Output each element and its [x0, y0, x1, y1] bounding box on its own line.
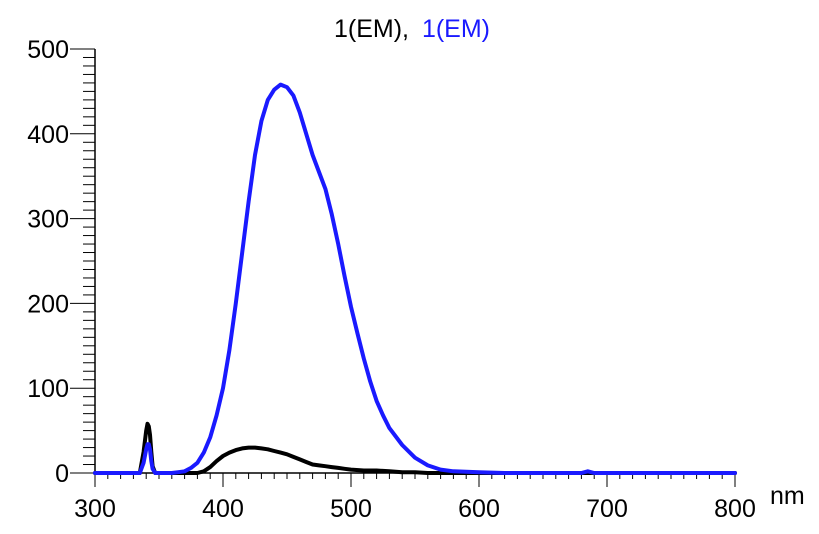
y-tick-label: 300	[27, 206, 69, 234]
x-tick-label: 600	[458, 495, 500, 523]
y-tick-label: 100	[27, 375, 69, 403]
x-axis-label: nm	[770, 482, 805, 510]
x-tick-label: 700	[586, 495, 628, 523]
y-tick-label: 0	[55, 460, 69, 488]
chart-title: 1(EM), 1(EM)	[334, 15, 490, 43]
x-axis: 300 400 500 600 700 800	[74, 473, 756, 523]
series-line-2	[95, 85, 735, 473]
chart-title-part-1: 1(EM),	[334, 15, 409, 43]
y-tick-label: 500	[27, 36, 69, 64]
y-tick-label: 400	[27, 121, 69, 149]
y-tick-label: 200	[27, 290, 69, 318]
x-tick-label: 800	[714, 495, 756, 523]
series-layer	[95, 85, 735, 473]
y-axis: 0 100 200 300 400 500	[27, 36, 95, 488]
x-tick-label: 400	[202, 495, 244, 523]
chart-title-part-2: 1(EM)	[422, 15, 490, 43]
x-tick-label: 500	[330, 495, 372, 523]
x-tick-label: 300	[74, 495, 116, 523]
